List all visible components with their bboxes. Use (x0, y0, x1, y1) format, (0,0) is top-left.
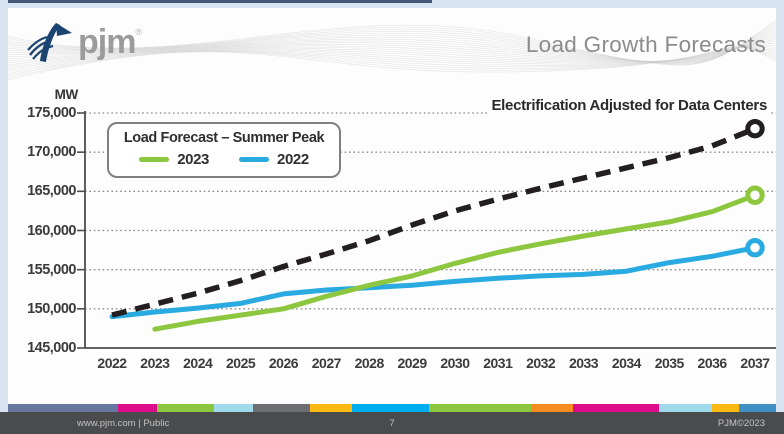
x-tick-label: 2035 (654, 355, 685, 371)
slide: pjm ® Load Growth Forecasts MW 175,000 170… (8, 0, 776, 412)
legend-item-2023: 2023 (139, 151, 209, 168)
x-tick-label: 2033 (568, 355, 599, 371)
footer-bar: www.pjm.com | Public 7 PJM©2023 (0, 412, 784, 434)
x-tick-label: 2029 (397, 355, 427, 371)
y-tick-label: 170,000 (27, 144, 76, 161)
y-tick-label: 175,000 (27, 105, 76, 121)
stripe-segment (712, 404, 739, 412)
x-tick-label: 2027 (311, 355, 342, 371)
legend-swatch-2022 (239, 157, 269, 162)
legend-label-2023: 2023 (177, 151, 209, 168)
wave-pattern-decoration (8, 19, 776, 81)
stripe-segment (739, 404, 776, 412)
stripe-segment (659, 404, 712, 412)
y-tick-label: 155,000 (27, 261, 76, 278)
legend-items: 2023 2022 (117, 151, 331, 168)
pjm-logo-text: pjm (78, 23, 136, 61)
x-tick-label: 2022 (97, 355, 127, 371)
x-tick-label: 2025 (226, 355, 256, 371)
x-tick-label: 2034 (611, 355, 642, 371)
chart-plot-area (77, 111, 776, 349)
footer-page-number: 7 (389, 417, 395, 429)
pjm-logo: pjm ® (26, 16, 142, 68)
stripe-segment (214, 404, 253, 412)
legend-item-2022: 2022 (239, 151, 309, 168)
footer-url-text: www.pjm.com | Public (77, 417, 170, 429)
footer-color-stripe (8, 404, 776, 412)
x-tick-label: 2036 (697, 355, 728, 371)
stripe-segment (310, 404, 352, 412)
stripe-segment (253, 404, 310, 412)
y-tick-label: 150,000 (27, 300, 76, 317)
footer-copyright: PJM©2023 (717, 417, 765, 429)
slide-header: pjm ® Load Growth Forecasts (8, 8, 776, 86)
chart-legend: Load Forecast – Summer Peak 2023 2022 (107, 122, 341, 178)
stripe-segment (157, 404, 214, 412)
legend-label-2022: 2022 (277, 151, 309, 168)
pjm-logo-registered-mark: ® (135, 26, 143, 37)
stripe-segment (8, 404, 118, 412)
x-tick-label: 2032 (526, 355, 556, 371)
stripe-segment (352, 404, 429, 412)
pjm-logo-mark (27, 23, 72, 62)
x-tick-label: 2024 (183, 355, 213, 371)
x-tick-label: 2026 (268, 355, 299, 371)
stripe-segment (429, 404, 531, 412)
stripe-segment (118, 404, 157, 412)
y-tick-label: 160,000 (27, 222, 76, 239)
stripe-segment (531, 404, 573, 412)
x-tick-label: 2028 (354, 355, 385, 371)
y-tick-label: 145,000 (27, 340, 76, 356)
x-tick-label: 2037 (740, 355, 770, 371)
top-edge-line (8, 0, 432, 3)
stripe-segment (573, 404, 659, 412)
legend-swatch-2023 (139, 157, 170, 162)
y-tick-label: 165,000 (27, 183, 76, 200)
legend-title: Load Forecast – Summer Peak (123, 130, 325, 146)
x-tick-label: 2023 (140, 355, 170, 371)
slide-title: Load Growth Forecasts (525, 32, 766, 57)
x-tick-label: 2031 (483, 355, 513, 371)
annotation-electrification: Electrification Adjusted for Data Center… (488, 97, 770, 114)
y-axis-unit-label: MW (54, 87, 79, 102)
x-tick-label: 2030 (440, 355, 470, 371)
